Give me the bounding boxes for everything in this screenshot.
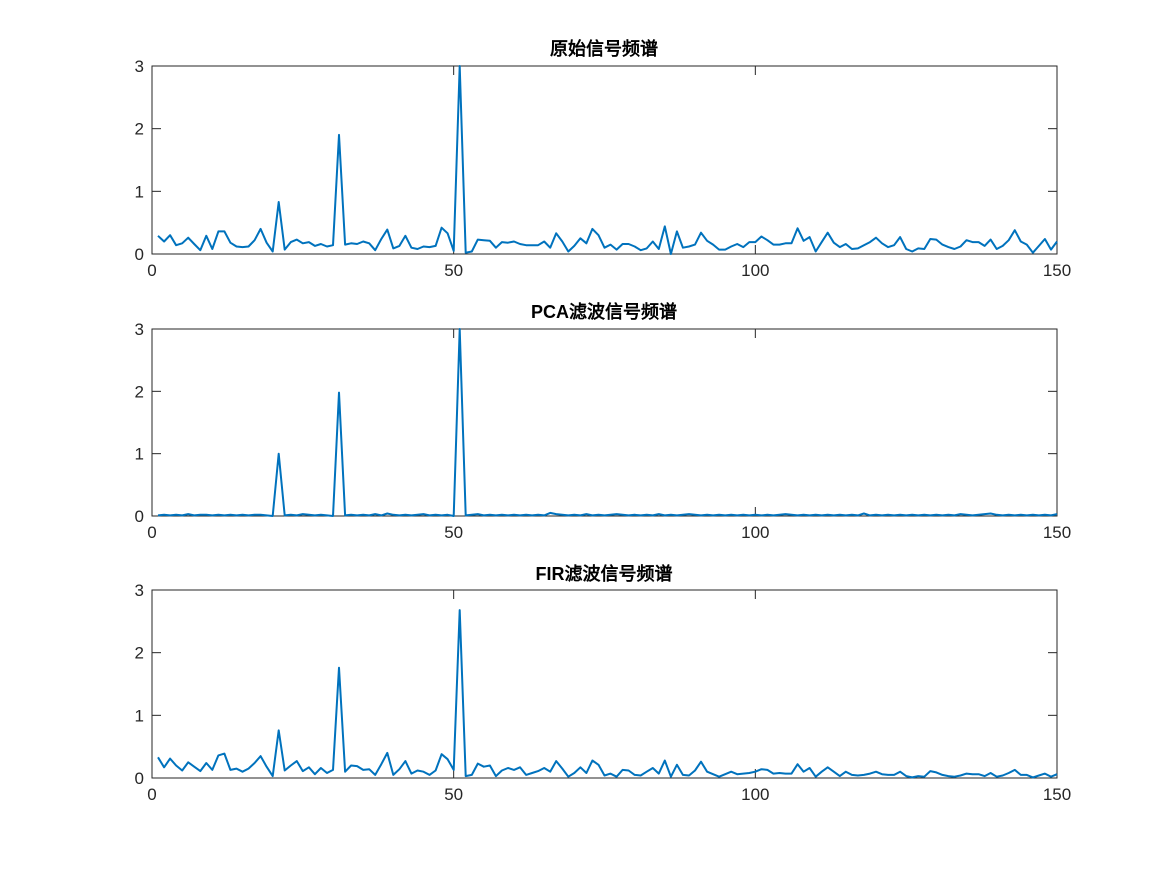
y-tick-label: 3 [135, 581, 144, 600]
spectrum-line [157, 609, 1058, 779]
y-tick-label: 0 [135, 245, 144, 264]
axes-box [151, 589, 1058, 779]
subplot-original-spectrum: 原始信号频谱 0 50 100 150 0 1 2 3 [135, 38, 1072, 280]
x-tick-label: 50 [444, 261, 463, 280]
x-tick-label: 100 [741, 261, 769, 280]
x-tick-label: 0 [147, 523, 156, 542]
y-tick-label: 2 [135, 382, 144, 401]
subplot-pca-spectrum: PCA滤波信号频谱 0 50 100 150 0 1 2 3 [135, 301, 1072, 542]
y-tick-label: 1 [135, 182, 144, 201]
y-tick-label: 0 [135, 507, 144, 526]
y-tick-label: 3 [135, 320, 144, 339]
y-tick-label: 2 [135, 644, 144, 663]
chart-title: PCA滤波信号频谱 [531, 301, 677, 322]
y-tick-label: 1 [135, 445, 144, 464]
y-tick-label: 2 [135, 120, 144, 139]
x-tick-label: 150 [1043, 523, 1071, 542]
axes-box [151, 328, 1058, 517]
y-tick-label: 1 [135, 706, 144, 725]
axes-box [151, 65, 1058, 255]
y-tick-label: 3 [135, 57, 144, 76]
x-tick-label: 0 [147, 785, 156, 804]
x-tick-label: 50 [444, 523, 463, 542]
subplot-fir-spectrum: FIR滤波信号频谱 0 50 100 150 0 1 2 3 [135, 563, 1072, 804]
x-tick-label: 0 [147, 261, 156, 280]
chart-title: 原始信号频谱 [550, 38, 658, 59]
x-tick-label: 100 [741, 523, 769, 542]
chart-title: FIR滤波信号频谱 [536, 563, 673, 584]
y-tick-label: 0 [135, 769, 144, 788]
x-tick-label: 150 [1043, 261, 1071, 280]
x-tick-label: 50 [444, 785, 463, 804]
spectrum-line [157, 65, 1058, 255]
x-tick-label: 150 [1043, 785, 1071, 804]
x-tick-label: 100 [741, 785, 769, 804]
spectrum-line [157, 328, 1058, 517]
